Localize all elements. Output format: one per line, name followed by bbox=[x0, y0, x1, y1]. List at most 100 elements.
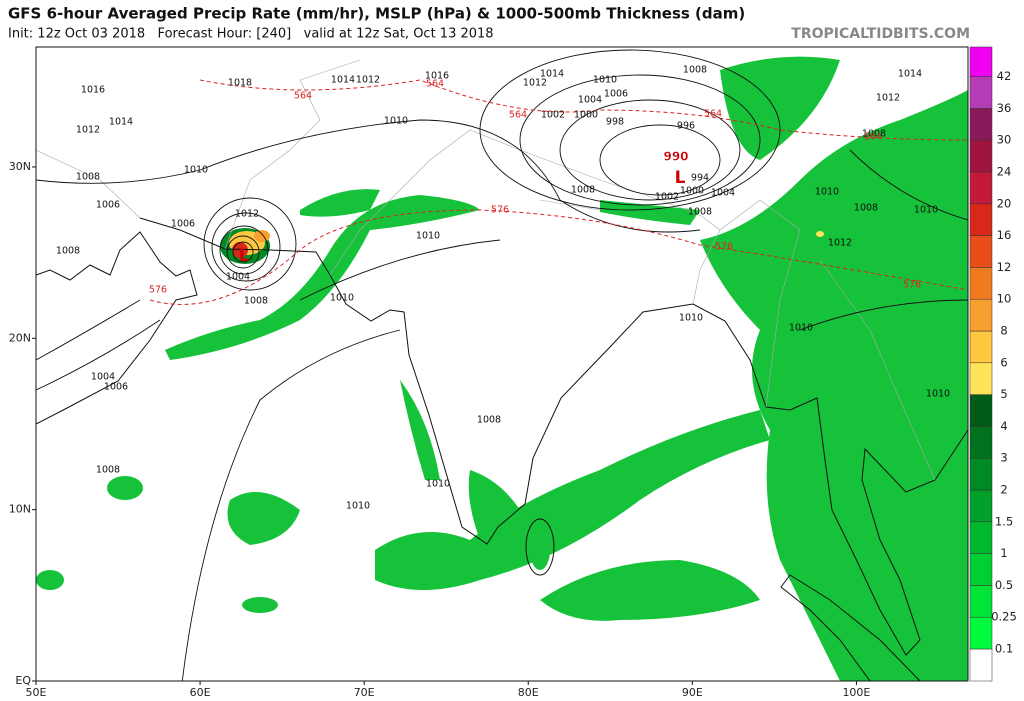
isobar-label: 996 bbox=[677, 121, 695, 132]
colorbar-segment bbox=[969, 648, 993, 682]
colorbar-segment bbox=[969, 267, 993, 300]
isobar-label: 1008 bbox=[96, 465, 120, 476]
colorbar-label: 2 bbox=[1000, 483, 1007, 497]
low-marker: L bbox=[675, 168, 686, 188]
isobar-label: 1010 bbox=[346, 501, 370, 512]
isobar-label: 1000 bbox=[680, 186, 704, 197]
low-marker: L bbox=[239, 246, 250, 266]
isobar-label: 1014 bbox=[331, 75, 355, 86]
isobar-label: 1000 bbox=[574, 110, 598, 121]
isobar-label: 1012 bbox=[523, 78, 547, 89]
isobar-label: 1014 bbox=[540, 69, 564, 80]
x-tick-label: 80E bbox=[518, 686, 539, 699]
x-tick-label: 70E bbox=[354, 686, 375, 699]
x-tick-label: 60E bbox=[190, 686, 211, 699]
isobar-label: 1004 bbox=[91, 372, 115, 383]
isobar-label: 1012 bbox=[356, 75, 380, 86]
thickness-label: 576 bbox=[491, 205, 509, 216]
map-title: GFS 6-hour Averaged Precip Rate (mm/hr),… bbox=[8, 5, 745, 23]
isobar-label: 1010 bbox=[384, 116, 408, 127]
credit: TROPICALTIDBITS.COM bbox=[791, 26, 970, 42]
isobar-label: 1008 bbox=[854, 203, 878, 214]
isobar-label: 1010 bbox=[815, 187, 839, 198]
isobar-label: 1008 bbox=[683, 65, 707, 76]
isobar-label: 1012 bbox=[235, 209, 259, 220]
isobar-label: 1018 bbox=[228, 78, 252, 89]
x-tick-label: 100E bbox=[842, 686, 870, 699]
isobar-label: 1010 bbox=[914, 205, 938, 216]
thickness-label: 564 bbox=[426, 79, 444, 90]
isobar-label: 1014 bbox=[109, 117, 133, 128]
colorbar-label: 0.25 bbox=[991, 610, 1017, 624]
isobar-label: 1008 bbox=[56, 246, 80, 257]
isobar-label: 1010 bbox=[184, 165, 208, 176]
isobar-label: 998 bbox=[606, 117, 624, 128]
map-subtitle: Init: 12z Oct 03 2018 Forecast Hour: [24… bbox=[8, 27, 494, 42]
isobar-label: 1012 bbox=[876, 93, 900, 104]
y-tick-label: EQ bbox=[15, 674, 31, 687]
x-tick-label: 50E bbox=[26, 686, 47, 699]
colorbar-label: 24 bbox=[997, 165, 1012, 179]
colorbar-segment bbox=[969, 171, 993, 205]
isobar-label: 1004 bbox=[226, 272, 250, 283]
isobar-label: 1010 bbox=[926, 389, 950, 400]
isobar-label: 1004 bbox=[578, 95, 602, 106]
y-tick-label: 10N bbox=[9, 503, 31, 516]
y-tick-label: 20N bbox=[9, 331, 31, 344]
isobar-label: 1004 bbox=[711, 188, 735, 199]
coastlines bbox=[36, 217, 968, 681]
isobar-label: 1016 bbox=[425, 71, 449, 82]
colorbar-segment bbox=[969, 203, 993, 236]
colorbar-segment bbox=[969, 521, 993, 554]
isobar-label: 1010 bbox=[679, 313, 703, 324]
isobar-label: 1006 bbox=[171, 219, 195, 230]
isobar-label: 1008 bbox=[76, 172, 100, 183]
colorbar-segment bbox=[969, 362, 993, 395]
thickness-label: 564 bbox=[864, 132, 882, 143]
y-tick-label: 30N bbox=[9, 160, 31, 173]
isobar-label: 1012 bbox=[76, 125, 100, 136]
isobar-label: 1006 bbox=[96, 200, 120, 211]
thickness-label: 564 bbox=[294, 91, 312, 102]
isobar-label: 1010 bbox=[789, 323, 813, 334]
isobar-label: 1008 bbox=[477, 415, 501, 426]
colorbar-segment bbox=[969, 394, 993, 427]
thickness-label: 576 bbox=[903, 280, 921, 291]
isobar-label: 1006 bbox=[104, 382, 128, 393]
isobar-label: 1008 bbox=[862, 129, 886, 140]
colorbar-label: 1 bbox=[1000, 546, 1007, 560]
colorbar-segment bbox=[969, 76, 993, 109]
thickness-lines bbox=[149, 79, 968, 305]
isobar-label: 1008 bbox=[571, 185, 595, 196]
colorbar-segment bbox=[969, 235, 993, 268]
isobar-label: 1008 bbox=[688, 207, 712, 218]
thickness-label: 564 bbox=[509, 110, 527, 121]
colorbar-label: 6 bbox=[1000, 355, 1007, 369]
map-frame bbox=[35, 46, 969, 682]
precip-areas bbox=[36, 56, 968, 681]
thickness-label: 564 bbox=[704, 109, 722, 120]
x-tick-label: 90E bbox=[682, 686, 703, 699]
colorbar-label: 0.1 bbox=[995, 642, 1013, 656]
colorbar-label: 4 bbox=[1000, 419, 1007, 433]
colorbar-segment bbox=[969, 298, 993, 332]
isobar-label: 1014 bbox=[898, 69, 922, 80]
colorbar-segment bbox=[969, 585, 993, 618]
isobar-label: 1008 bbox=[244, 296, 268, 307]
thickness-label: 576 bbox=[715, 242, 733, 253]
colorbar-segment bbox=[969, 46, 993, 77]
low-pressure-label: 990 bbox=[663, 150, 688, 164]
colorbar-label: 0.5 bbox=[995, 578, 1013, 592]
colorbar-segment bbox=[969, 139, 993, 173]
colorbar-label: 3 bbox=[1000, 451, 1007, 465]
colorbar-label: 10 bbox=[997, 292, 1012, 306]
isobars bbox=[36, 49, 968, 681]
isobar-label: 1010 bbox=[426, 479, 450, 490]
isobar-label: 1010 bbox=[330, 293, 354, 304]
colorbar-segment bbox=[969, 489, 993, 523]
isobar-label: 1012 bbox=[828, 238, 852, 249]
colorbar-segment bbox=[969, 457, 993, 491]
isobar-label: 994 bbox=[691, 173, 709, 184]
borders bbox=[36, 59, 936, 481]
